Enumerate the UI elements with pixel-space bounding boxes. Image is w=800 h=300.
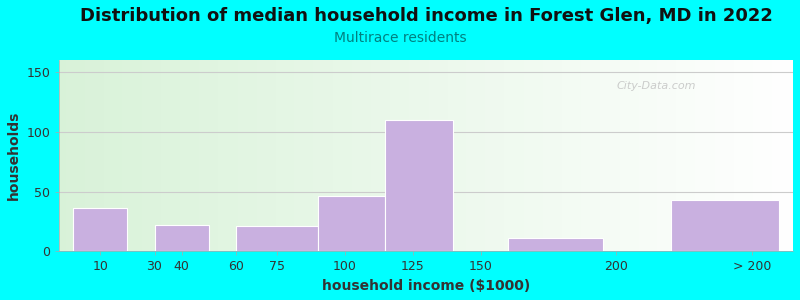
Y-axis label: households: households	[7, 111, 21, 200]
Bar	[236, 226, 318, 251]
Bar	[670, 200, 779, 251]
Text: Multirace residents: Multirace residents	[334, 32, 466, 46]
Bar	[73, 208, 127, 251]
Bar	[386, 120, 454, 251]
Bar	[154, 225, 209, 251]
Bar	[318, 196, 386, 251]
Text: City-Data.com: City-Data.com	[617, 81, 697, 91]
Bar	[508, 238, 603, 251]
Title: Distribution of median household income in Forest Glen, MD in 2022: Distribution of median household income …	[80, 7, 773, 25]
X-axis label: household income ($1000): household income ($1000)	[322, 279, 530, 293]
